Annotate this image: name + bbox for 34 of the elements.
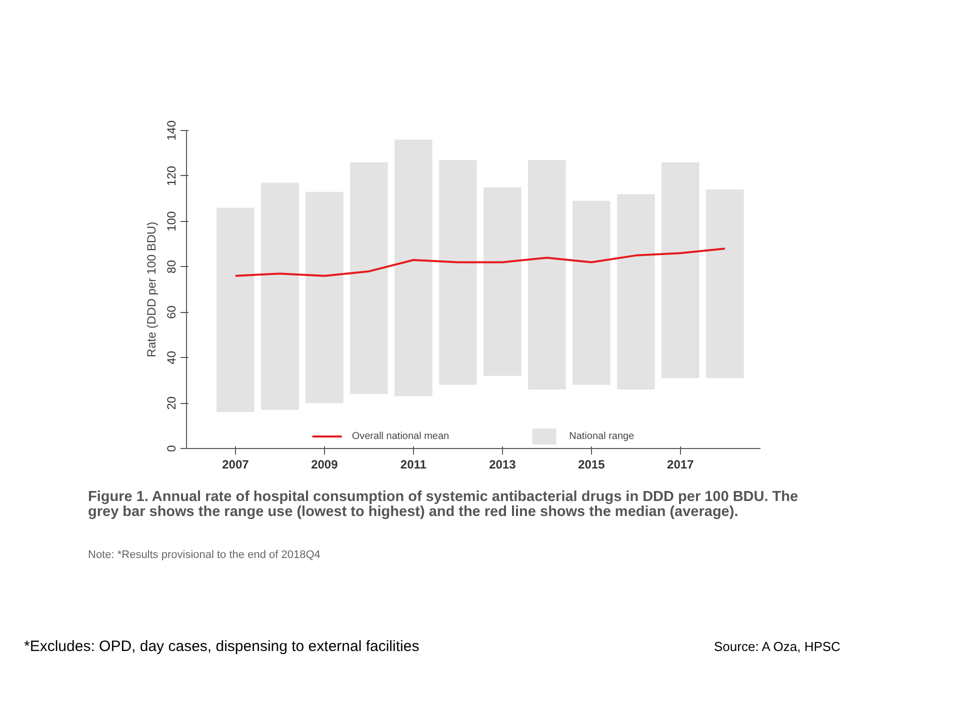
bar [350,162,388,394]
y-tick-label: 60 [164,305,178,319]
caption: Figure 1. Annual rate of hospital consumption of systemic antibacterial drugs in DDD per 100 BDU. The grey bar shows the range use (lowest to highest) and the red line shows the median (average). [88,489,800,520]
y-tick-label: 20 [164,396,178,410]
bar [394,140,432,396]
y-axis-title: Rate (DDD per 100 BDU) [144,222,158,358]
bar [617,194,655,390]
bar [439,160,477,385]
x-tick-label: 2015 [578,458,606,472]
bar [528,160,566,390]
y-tick-label: 140 [164,120,178,141]
y-tick-label: 80 [164,260,178,274]
x-tick-label: 2013 [489,458,516,472]
x-tick-label: 2007 [222,458,250,472]
legend-label: National range [569,430,634,442]
text: *Excludes: OPD, day cases, dispensing to external facilities [24,637,420,657]
legend-label: Overall national mean [352,430,450,442]
y-tick-label: 100 [164,211,178,232]
bar [261,182,299,410]
y-tick-label: 120 [164,166,178,186]
line-series [234,248,726,277]
bar [306,192,344,404]
text: Note: *Results provisional to the end of 2018Q4 [88,548,320,563]
x-tick-label: 2011 [400,458,427,472]
x-tick-label: 2009 [311,458,338,472]
bar [216,208,254,412]
bar [484,187,522,376]
bar [706,190,744,378]
bar [661,162,700,378]
y-tick-label: 40 [164,350,178,364]
bar [572,200,610,385]
source-note: Source: A Oza, HPSC [714,638,840,656]
y-tick-label: 0 [164,444,178,452]
x-tick-label: 2017 [667,458,694,472]
